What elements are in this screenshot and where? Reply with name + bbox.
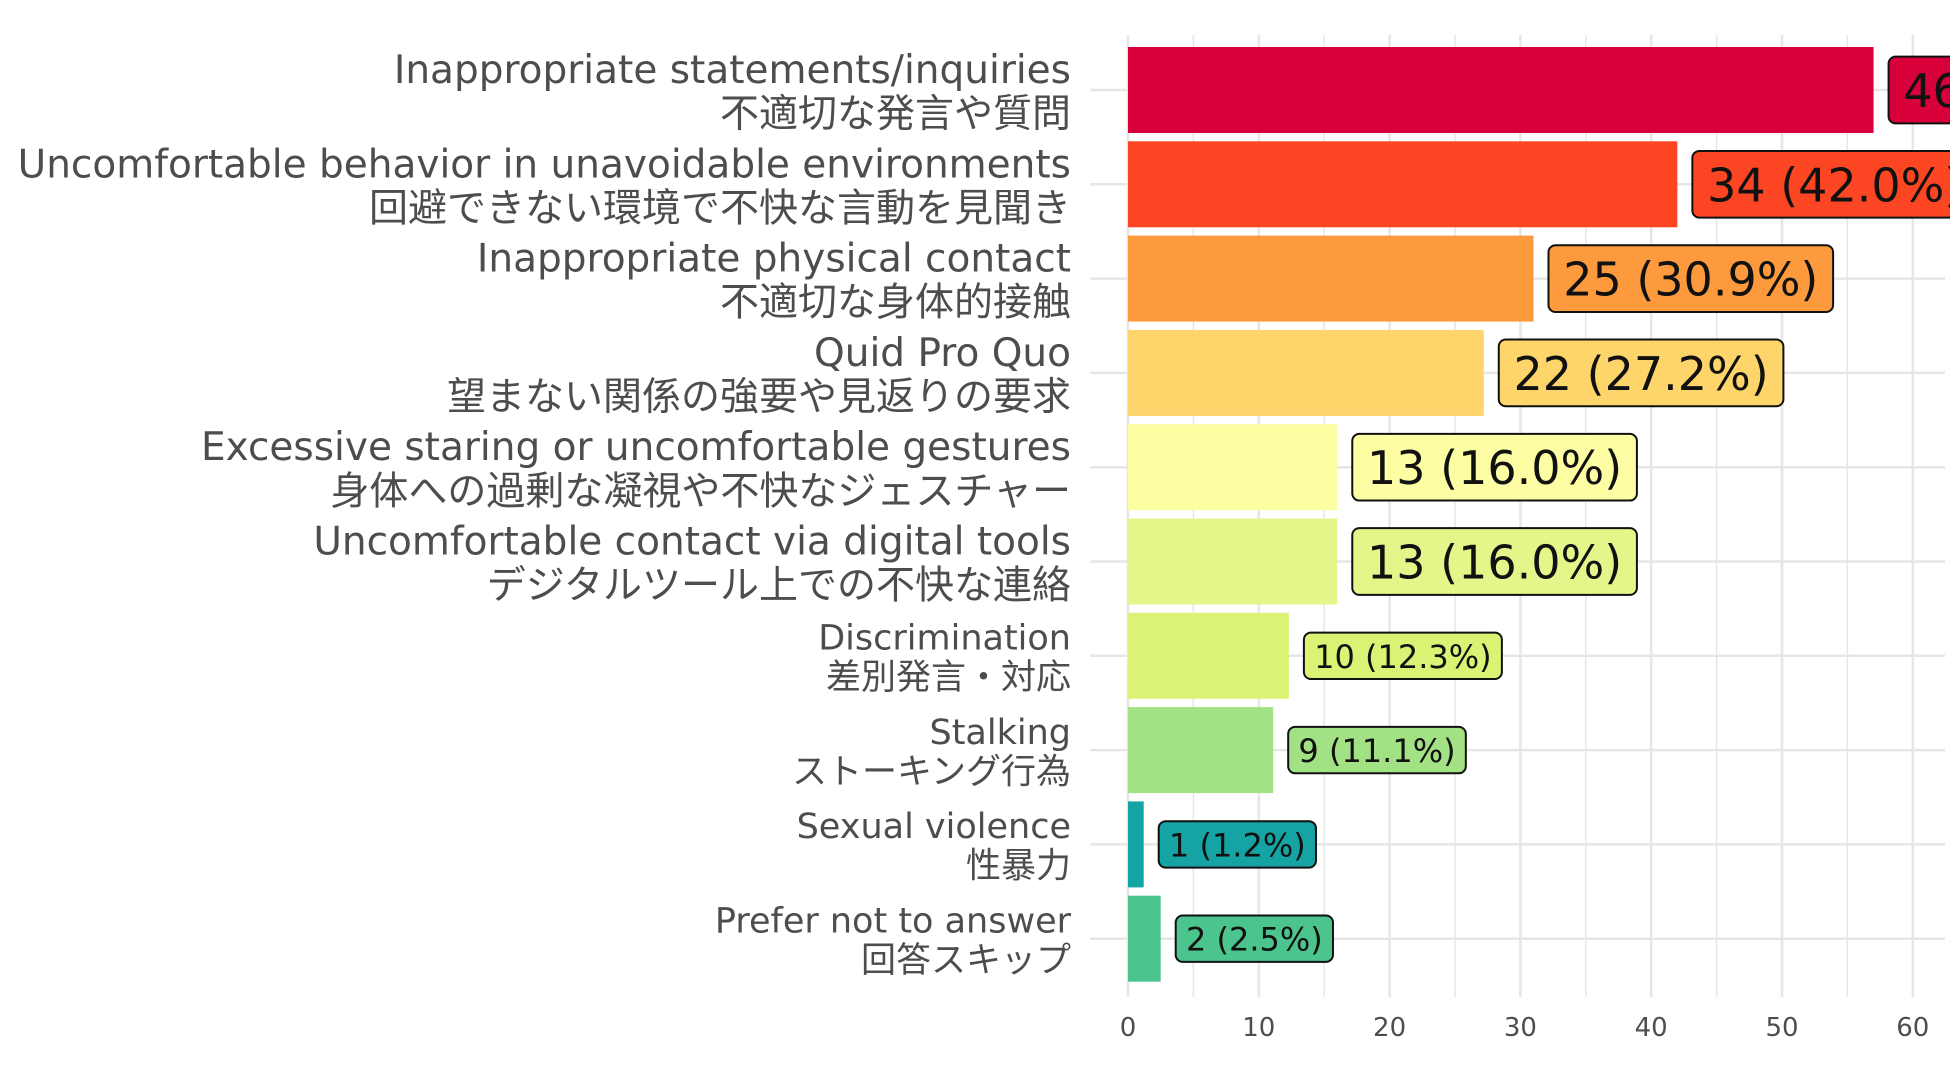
x-tick-label: 0: [1120, 1013, 1137, 1043]
category-label-ja: 不適切な発言や質問: [720, 92, 1071, 137]
category-label-en: Sexual violence: [797, 807, 1071, 847]
x-tick-label: 10: [1242, 1013, 1275, 1043]
data-label-box: [1174, 914, 1334, 963]
data-label: 1 (1.2%): [1169, 826, 1306, 864]
category-label-en: Stalking: [929, 713, 1071, 753]
x-tick-label: 40: [1635, 1013, 1668, 1043]
category-label-en: Excessive staring or uncomfortable gestu…: [201, 425, 1071, 470]
category-label-ja: 性暴力: [966, 847, 1071, 887]
data-label: 46 (56.8%): [1903, 64, 1950, 118]
category-label-ja: 身体への過剰な凝視や不快なジェスチャー: [330, 469, 1071, 514]
bar: [1128, 612, 1289, 699]
x-tick-label: 50: [1765, 1013, 1798, 1043]
category-labels: Inappropriate statements/inquiries不適切な発言…: [18, 48, 1072, 981]
category-label-en: Quid Pro Quo: [814, 331, 1071, 376]
data-label: 13 (16.0%): [1367, 441, 1622, 495]
bar: [1128, 329, 1484, 416]
category-label-en: Discrimination: [818, 619, 1071, 659]
data-label-box: [1887, 55, 1950, 125]
data-label: 25 (30.9%): [1563, 253, 1818, 307]
category-label-en: Inappropriate physical contact: [477, 237, 1071, 282]
category-label-ja: ストーキング行為: [792, 752, 1071, 792]
bar: [1128, 141, 1678, 228]
category-label-en: Prefer not to answer: [715, 901, 1072, 941]
x-tick-label: 30: [1504, 1013, 1537, 1043]
bar: [1128, 895, 1161, 982]
data-label-box: [1497, 338, 1785, 408]
data-label: 13 (16.0%): [1367, 536, 1622, 590]
bar: [1128, 235, 1534, 322]
data-label-box: [1351, 432, 1638, 502]
data-label-box: [1302, 631, 1503, 680]
category-label-ja: 望まない関係の強要や見返りの要求: [447, 375, 1071, 420]
data-label-box: [1287, 725, 1467, 775]
x-axis-ticks: 0 10 20 30 40 50 60: [1120, 1013, 1930, 1043]
x-tick-label: 60: [1896, 1013, 1929, 1043]
bar: [1128, 424, 1338, 511]
data-label: 10 (12.3%): [1314, 638, 1492, 676]
data-label: 34 (42.0%): [1707, 158, 1950, 212]
bar: [1128, 707, 1274, 794]
data-label: 2 (2.5%): [1186, 921, 1323, 959]
data-label-box: [1691, 149, 1950, 219]
category-label-ja: 差別発言・対応: [826, 658, 1071, 698]
data-label: 9 (11.1%): [1298, 732, 1455, 770]
data-label: 22 (27.2%): [1513, 347, 1768, 401]
category-label-ja: 不適切な身体的接触: [720, 281, 1071, 326]
category-label-en: Inappropriate statements/inquiries: [394, 48, 1071, 93]
bar: [1128, 47, 1874, 133]
category-label-en: Uncomfortable contact via digital tools: [313, 519, 1071, 564]
category-label-ja: 回答スキップ: [861, 941, 1071, 981]
bar: [1128, 518, 1338, 605]
bar: [1128, 801, 1144, 888]
data-label-box: [1351, 527, 1638, 596]
category-label-ja: 回避できない環境で不快な言動を見聞き: [369, 186, 1071, 231]
data-label-box: [1547, 244, 1835, 313]
data-label-box: [1157, 820, 1317, 869]
category-label-en: Uncomfortable behavior in unavoidable en…: [18, 142, 1071, 187]
x-tick-label: 20: [1373, 1013, 1406, 1043]
bars: 46 (56.8%) 34 (42.0%) 25 (30.9%) 22 (27.2%)…: [1128, 47, 1950, 982]
category-label-ja: デジタルツール上での不快な連絡: [487, 564, 1071, 609]
